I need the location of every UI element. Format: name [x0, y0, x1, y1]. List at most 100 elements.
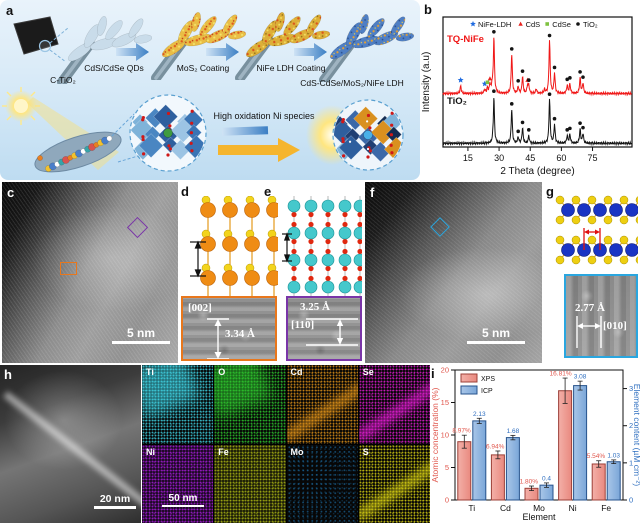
label-mechanism: High oxidation Ni species — [213, 111, 315, 121]
eds-tile-o: O — [214, 365, 286, 444]
panel-e: e 3.25 Å [110] — [264, 182, 365, 363]
eds-tile-s: S — [358, 444, 430, 523]
roi-box-orange — [60, 262, 77, 275]
svg-text:6.94%: 6.94% — [486, 443, 505, 450]
nanorod-graphic — [34, 131, 122, 173]
svg-text:Ti: Ti — [468, 503, 475, 513]
svg-text:Ni: Ni — [569, 503, 577, 513]
cds-atomic-model — [190, 196, 278, 296]
carbon-cloth-graphic — [13, 16, 69, 63]
svg-text:10: 10 — [441, 431, 449, 440]
plane-label-g: [010] — [603, 320, 627, 332]
svg-text:1.80%: 1.80% — [520, 479, 539, 486]
eds-tile-ni: Ni 50 nm — [142, 444, 214, 523]
panel-g-label: g — [546, 184, 554, 199]
panel-b-xrd: b 15 30 45 60 75 2 Theta (degree) Intensity (a… — [420, 0, 640, 180]
panel-b-label: b — [424, 2, 432, 17]
hrtem-inset-g: 2.77 Å [010] — [564, 274, 638, 358]
scalebar-f: 5 nm — [467, 326, 525, 344]
hrtem-inset-e: 3.25 Å [110] — [286, 296, 362, 361]
eds-element-label: Mo — [290, 446, 304, 457]
svg-text:TQ-NiFe: TQ-NiFe — [447, 34, 484, 45]
label-ldh: NiFe LDH Coating — [257, 63, 326, 73]
svg-text:Atomic concentration (%): Atomic concentration (%) — [430, 387, 440, 482]
panel-a-label: a — [6, 3, 14, 18]
svg-text:30: 30 — [494, 153, 504, 163]
eds-element-label: Ti — [146, 367, 154, 377]
panel-h-stem: h 20 nm — [0, 365, 141, 523]
panel-g: g 2.77 Å [010] — [544, 182, 640, 363]
synthesis-scheme-graphic: C-TiO₂ CdS/CdSe QDs MoS₂ Coating NiFe LD… — [2, 0, 420, 173]
panel-f-hrtem: f 5 nm — [365, 182, 542, 363]
flow-arrow-2 — [206, 43, 239, 61]
plane-label-d: [002] — [188, 302, 212, 314]
svg-text:Cd: Cd — [500, 503, 511, 513]
svg-text:Intensity (a.u): Intensity (a.u) — [421, 52, 432, 113]
roi-box-cyan — [430, 217, 450, 237]
panel-e-label: e — [264, 184, 272, 199]
svg-text:3: 3 — [629, 384, 633, 393]
svg-text:5: 5 — [445, 463, 449, 472]
roi-box-purple — [126, 216, 149, 239]
eds-element-label: Fe — [218, 446, 229, 457]
tio2-atomic-model — [282, 196, 362, 296]
label-mos2: MoS₂ Coating — [177, 63, 230, 73]
spacing-label-d: 3.34 Å — [225, 328, 255, 340]
eds-element-label: Se — [362, 367, 374, 377]
svg-text:Element content (µM cm⁻²): Element content (µM cm⁻²) — [632, 384, 640, 487]
svg-text:2.13: 2.13 — [473, 411, 486, 418]
eds-element-label: Cd — [290, 367, 303, 377]
spacing-label-g: 2.77 Å — [575, 302, 605, 314]
svg-text:Fe: Fe — [601, 503, 611, 513]
svg-text:1: 1 — [629, 458, 633, 467]
svg-text:ICP: ICP — [481, 388, 493, 395]
svg-text:NiFe-LDH: NiFe-LDH — [478, 20, 511, 29]
svg-text:3.08: 3.08 — [574, 374, 587, 381]
panel-h-label: h — [4, 367, 12, 382]
svg-text:2: 2 — [629, 421, 633, 430]
eds-element-label: S — [362, 446, 369, 457]
label-ctio2: C-TiO₂ — [50, 75, 76, 85]
xrd-chart: 15 30 45 60 75 2 Theta (degree) Intensity (a.u… — [421, 16, 633, 177]
svg-text:1.68: 1.68 — [507, 428, 520, 435]
eds-map-grid: Ti O Cd Se Ni 50 nm Fe Mo S — [142, 365, 430, 523]
svg-text:CdS: CdS — [526, 20, 541, 29]
svg-text:75: 75 — [588, 153, 598, 163]
nanobranch-ldh — [324, 13, 415, 80]
flow-arrow-3 — [294, 43, 327, 61]
composition-chart: 0 5 10 15 20 0 1 2 3 Atomic concentration (%) Elem… — [430, 366, 640, 523]
svg-text:TiO₂: TiO₂ — [583, 20, 598, 29]
eds-tile-se: Se — [358, 365, 430, 444]
eds-tile-mo: Mo — [286, 444, 358, 523]
label-product: CdS-CdSe/MoS₂/NiFe LDH — [300, 78, 403, 88]
scalebar-eds: 50 nm — [162, 493, 204, 507]
svg-text:60: 60 — [556, 153, 566, 163]
eds-element-label: O — [218, 367, 226, 377]
mechanism-arrow-blue — [221, 126, 269, 136]
label-qds: CdS/CdSe QDs — [84, 63, 144, 73]
mos2-atomic-model — [555, 195, 638, 265]
panel-a-scheme: a — [0, 0, 420, 180]
svg-text:Element: Element — [522, 512, 556, 522]
svg-text:TiO₂: TiO₂ — [447, 96, 467, 107]
svg-text:XPS: XPS — [481, 376, 495, 383]
hrtem-inset-d: [002] 3.34 Å — [181, 296, 277, 361]
mechanism-arrow-yellow — [218, 138, 300, 162]
spacing-label-e: 3.25 Å — [300, 301, 330, 313]
panel-d: d [002] 3.34 Å — [178, 182, 280, 363]
plane-label-e: [110] — [291, 319, 315, 331]
panel-i-label: i — [431, 366, 435, 381]
panel-d-label: d — [181, 184, 189, 199]
svg-text:0: 0 — [445, 496, 449, 505]
svg-text:45: 45 — [525, 153, 535, 163]
panel-c-hrtem: c 5 nm — [2, 182, 178, 363]
svg-text:0: 0 — [629, 496, 633, 505]
magnifier-icon — [38, 39, 52, 53]
eds-tile-fe: Fe — [214, 444, 286, 523]
svg-text:0.4: 0.4 — [542, 475, 551, 482]
eds-tile-cd: Cd — [286, 365, 358, 444]
svg-text:15: 15 — [463, 153, 473, 163]
svg-text:8.97%: 8.97% — [452, 428, 471, 435]
svg-text:5.54%: 5.54% — [587, 453, 606, 460]
panel-f-label: f — [370, 185, 375, 200]
